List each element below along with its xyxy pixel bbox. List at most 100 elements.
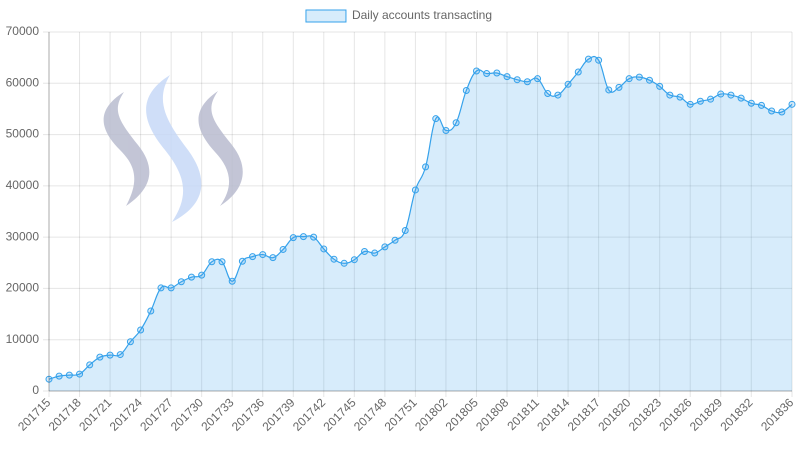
point: [96, 353, 104, 361]
point: [391, 236, 399, 244]
line: [48, 55, 793, 380]
y-tick-label: 60000: [6, 75, 40, 89]
x-tick-label: 201826: [656, 395, 694, 433]
x-tick-label: 201727: [137, 395, 175, 433]
point: [707, 95, 715, 103]
x-tick-label: 201742: [290, 395, 328, 433]
point: [564, 80, 572, 88]
point: [635, 73, 643, 81]
x-tick-label: 201832: [717, 395, 755, 433]
point: [208, 258, 216, 266]
legend-swatch: [305, 9, 347, 23]
point: [106, 351, 114, 359]
x-tick-label: 201739: [259, 395, 297, 433]
point: [350, 256, 358, 264]
point: [157, 284, 165, 292]
point: [462, 86, 470, 94]
point: [330, 255, 338, 263]
point: [238, 257, 246, 265]
point: [228, 277, 236, 285]
point: [615, 83, 623, 91]
point: [422, 163, 430, 171]
point: [676, 93, 684, 101]
point: [167, 284, 175, 292]
point: [137, 326, 145, 334]
point: [452, 119, 460, 127]
point: [483, 70, 491, 78]
point: [472, 67, 480, 75]
point: [534, 75, 542, 83]
point: [55, 372, 63, 380]
point: [65, 371, 73, 379]
x-tick-label: 201718: [46, 395, 84, 433]
point: [523, 78, 531, 86]
x-tick-label: 201724: [107, 395, 145, 433]
point: [595, 56, 603, 64]
point: [656, 82, 664, 90]
point: [310, 233, 318, 241]
point: [45, 375, 53, 383]
x-tick-label: 201733: [198, 395, 236, 433]
y-tick-label: 10000: [6, 332, 40, 346]
point: [371, 249, 379, 257]
point: [727, 91, 735, 99]
point: [493, 69, 501, 77]
x-tick-label: 201823: [626, 395, 664, 433]
point: [259, 251, 267, 259]
point: [778, 108, 786, 116]
x-tick-label: 201836: [758, 395, 796, 433]
y-tick-label: 20000: [6, 281, 40, 295]
y-tick-label: 30000: [6, 229, 40, 243]
logo: [103, 75, 243, 222]
point: [320, 245, 328, 253]
point: [279, 245, 287, 253]
x-tick-label: 201805: [443, 395, 481, 433]
y-tick-label: 70000: [6, 24, 40, 38]
point: [503, 73, 511, 81]
point: [147, 307, 155, 315]
point: [686, 100, 694, 108]
point: [340, 259, 348, 267]
point: [289, 234, 297, 242]
point: [605, 86, 613, 94]
point: [747, 99, 755, 107]
point: [646, 76, 654, 84]
point: [442, 126, 450, 134]
y-tick-label: 50000: [6, 127, 40, 141]
point: [269, 254, 277, 262]
point: [299, 233, 307, 241]
point: [198, 271, 206, 279]
y-tick-label: 40000: [6, 178, 40, 192]
point: [116, 351, 124, 359]
point: [737, 94, 745, 102]
point: [411, 186, 419, 194]
x-tick-label: 201808: [473, 395, 511, 433]
point: [86, 361, 94, 369]
x-tick-label: 201748: [351, 395, 389, 433]
point: [381, 243, 389, 251]
point: [218, 258, 226, 266]
x-tick-label: 201814: [534, 395, 572, 433]
point: [768, 107, 776, 115]
point: [666, 91, 674, 99]
point: [432, 115, 440, 123]
x-tick-label: 201736: [229, 395, 267, 433]
point: [249, 253, 257, 261]
point: [401, 226, 409, 234]
x-tick-label: 201751: [382, 395, 420, 433]
point: [717, 90, 725, 98]
point: [187, 273, 195, 281]
point: [513, 76, 521, 84]
y-tick-label: 0: [32, 383, 39, 397]
x-tick-label: 201721: [76, 395, 114, 433]
x-tick-label: 201820: [595, 395, 633, 433]
point: [788, 100, 796, 108]
point: [574, 68, 582, 76]
x-tick-label: 201715: [15, 395, 53, 433]
x-tick-label: 201817: [565, 395, 603, 433]
point: [584, 55, 592, 63]
point: [76, 370, 84, 378]
point: [544, 90, 552, 98]
point: [554, 91, 562, 99]
